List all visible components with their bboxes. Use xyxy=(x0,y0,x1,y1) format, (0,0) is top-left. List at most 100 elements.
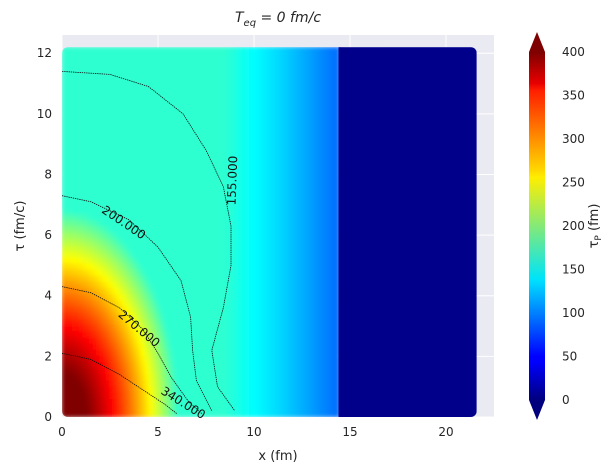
field-cell xyxy=(189,65,195,73)
field-cell xyxy=(283,305,288,313)
field-cell xyxy=(221,354,226,363)
field-cell xyxy=(286,256,292,264)
field-cell xyxy=(300,58,306,67)
field-cell xyxy=(245,324,250,332)
field-cell xyxy=(297,188,302,196)
field-cell xyxy=(110,398,115,406)
field-cell xyxy=(234,102,240,110)
field-cell xyxy=(307,89,313,97)
field-cell xyxy=(293,52,299,60)
field-cell xyxy=(148,385,153,393)
field-cell xyxy=(290,342,295,350)
field-cell xyxy=(110,256,115,264)
field-cell xyxy=(262,213,268,221)
field-cell xyxy=(99,188,105,196)
field-cell xyxy=(141,151,146,159)
field-cell xyxy=(71,163,77,171)
field-cell xyxy=(255,71,261,79)
field-cell xyxy=(193,398,198,406)
field-cell xyxy=(141,280,146,289)
field-cell xyxy=(245,317,250,326)
field-cell xyxy=(169,89,174,97)
field-cell xyxy=(62,305,66,313)
field-cell xyxy=(248,305,254,313)
field-cell xyxy=(82,52,87,60)
field-cell xyxy=(210,324,216,332)
field-cell xyxy=(123,361,129,369)
field-cell xyxy=(238,194,243,202)
field-cell xyxy=(155,182,160,190)
field-cell xyxy=(266,194,271,202)
field-cell xyxy=(169,71,174,79)
field-cell xyxy=(314,114,320,122)
field-cell xyxy=(82,268,87,276)
field-cell xyxy=(241,367,247,375)
field-cell xyxy=(252,342,257,350)
field-cell xyxy=(307,367,313,375)
field-cell xyxy=(162,268,167,276)
field-cell xyxy=(68,95,73,104)
field-cell xyxy=(120,287,125,295)
field-cell xyxy=(113,373,118,381)
field-cell xyxy=(162,77,167,85)
field-cell xyxy=(82,299,87,307)
field-cell xyxy=(286,317,292,326)
field-cell xyxy=(158,391,164,400)
field-cell xyxy=(214,293,219,301)
field-cell xyxy=(92,354,98,363)
field-cell xyxy=(325,379,330,387)
field-cell xyxy=(165,317,171,326)
field-cell xyxy=(137,182,143,190)
field-cell xyxy=(158,95,164,104)
field-cell xyxy=(110,324,115,332)
field-cell xyxy=(120,114,125,122)
field-cell xyxy=(158,102,164,110)
field-cell xyxy=(165,348,171,356)
field-cell xyxy=(311,71,316,79)
field-cell xyxy=(113,219,118,227)
field-cell xyxy=(255,237,261,245)
field-cell xyxy=(165,225,171,233)
field-cell xyxy=(123,65,129,73)
field-cell xyxy=(269,361,275,369)
field-cell xyxy=(266,95,271,104)
field-cell xyxy=(172,348,177,356)
field-cell xyxy=(314,410,320,417)
field-cell xyxy=(224,361,229,369)
field-cell xyxy=(169,348,174,356)
field-cell xyxy=(290,354,295,363)
field-cell xyxy=(85,194,91,202)
field-cell xyxy=(297,330,302,338)
field-cell xyxy=(203,385,209,393)
field-cell xyxy=(332,188,337,196)
field-cell xyxy=(304,317,309,326)
field-cell xyxy=(279,268,285,276)
field-cell xyxy=(273,139,278,147)
field-cell xyxy=(175,231,181,239)
colorbar-tick-label: 200 xyxy=(562,219,585,233)
field-cell xyxy=(259,102,264,110)
field-cell xyxy=(110,151,115,159)
field-cell xyxy=(196,398,202,406)
field-cell xyxy=(307,200,313,208)
field-cell xyxy=(293,311,299,319)
field-cell xyxy=(259,194,264,202)
field-cell xyxy=(103,391,108,400)
field-cell xyxy=(283,52,288,60)
field-cell xyxy=(113,256,118,264)
field-cell xyxy=(283,250,288,258)
field-cell xyxy=(193,139,198,147)
field-cell xyxy=(241,206,247,215)
field-cell xyxy=(307,404,313,412)
field-cell xyxy=(325,219,330,227)
field-cell xyxy=(155,367,160,375)
field-cell xyxy=(179,336,184,344)
field-cell xyxy=(234,77,240,85)
field-cell xyxy=(62,398,66,406)
field-cell xyxy=(155,231,160,239)
field-cell xyxy=(238,324,243,332)
field-cell xyxy=(279,102,285,110)
field-cell xyxy=(210,317,216,326)
field-cell xyxy=(127,250,132,258)
field-cell xyxy=(266,163,271,171)
